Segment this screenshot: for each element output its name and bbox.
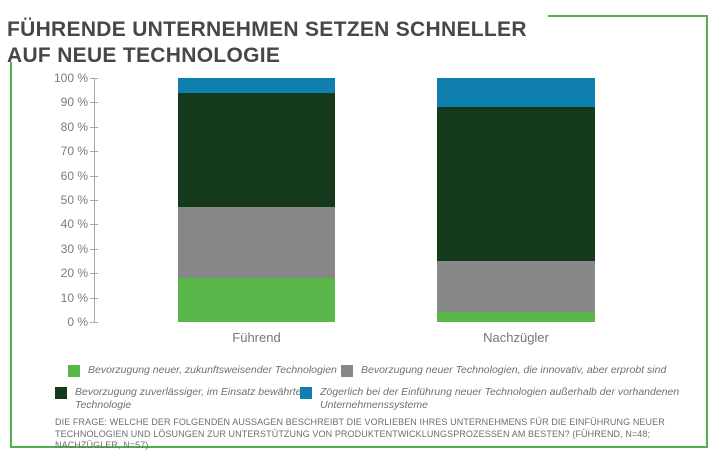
- frame-line-left: [10, 62, 12, 448]
- legend-item-hesitant-adoption: Zögerlich bei der Einführung neuer Techn…: [300, 386, 700, 411]
- bar-nachzügler: [437, 78, 595, 322]
- frame-line-right: [706, 15, 708, 448]
- y-axis-tick-label: 50 %: [60, 193, 88, 207]
- y-axis-tick-label: 90 %: [60, 95, 88, 110]
- legend-swatch-dark-green: [55, 387, 67, 399]
- y-axis-tick-label: 70 %: [60, 144, 88, 159]
- bar-segment: [437, 78, 595, 108]
- bar-führend: [178, 78, 335, 322]
- footnote-question: DIE FRAGE: WELCHE DER FOLGENDEN AUSSAGEN…: [55, 417, 665, 450]
- legend-item-innovative-proven: Bevorzugung neuer Technologien, die inno…: [341, 364, 666, 377]
- legend-label: Bevorzugung zuverlässiger, im Einsatz be…: [75, 386, 305, 411]
- bar-segment: [178, 278, 335, 322]
- legend-item-new-cutting-edge: Bevorzugung neuer, zukunftsweisender Tec…: [68, 364, 337, 377]
- y-axis-tick: [90, 151, 98, 153]
- y-axis-tick: [90, 175, 98, 177]
- y-axis-tick-label: 100 %: [53, 71, 88, 85]
- chart-title-line2: AUF NEUE TECHNOLOGIE: [7, 44, 281, 68]
- y-axis-tick: [90, 248, 98, 250]
- legend-label: Bevorzugung neuer Technologien, die inno…: [361, 364, 667, 376]
- chart-title: FÜHRENDE UNTERNEHMEN SETZEN SCHNELLER AU…: [7, 17, 607, 69]
- y-axis-tick-label: 0 %: [67, 315, 88, 329]
- y-axis-tick: [90, 78, 98, 79]
- legend-item-reliable-proven: Bevorzugung zuverlässiger, im Einsatz be…: [55, 386, 310, 411]
- y-axis-tick: [90, 200, 98, 201]
- y-axis-tick-label: 60 %: [60, 168, 88, 183]
- y-axis-tick-label: 80 %: [60, 119, 88, 134]
- y-axis-tick: [90, 102, 98, 104]
- chart-title-line1: FÜHRENDE UNTERNEHMEN SETZEN SCHNELLER: [7, 18, 527, 42]
- y-axis-tick-label: 10 %: [60, 290, 88, 305]
- frame-line-bottom: [10, 446, 708, 448]
- bar-segment: [437, 312, 595, 322]
- legend-swatch-blue: [300, 387, 312, 399]
- y-axis-tick: [90, 224, 98, 226]
- category-label: Führend: [232, 330, 281, 345]
- y-axis-tick-label: 30 %: [60, 241, 88, 256]
- y-axis-tick-label: 40 %: [60, 217, 88, 232]
- legend-label: Zögerlich bei der Einführung neuer Techn…: [320, 386, 680, 411]
- y-axis-tick: [90, 297, 98, 299]
- frame-line-top-right: [548, 15, 708, 17]
- bar-segment: [437, 260, 595, 313]
- bar-segment: [178, 78, 335, 93]
- y-axis-tick: [90, 126, 98, 128]
- y-axis-tick: [90, 273, 98, 275]
- legend-swatch-gray: [341, 365, 353, 377]
- y-axis-tick: [90, 322, 98, 323]
- bar-segment: [178, 207, 335, 279]
- bar-segment: [437, 107, 595, 261]
- legend-label: Bevorzugung neuer, zukunftsweisender Tec…: [88, 364, 337, 376]
- bar-segment: [178, 92, 335, 208]
- y-axis-tick-label: 20 %: [60, 266, 88, 281]
- legend-swatch-light-green: [68, 365, 80, 377]
- category-label: Nachzügler: [483, 330, 549, 345]
